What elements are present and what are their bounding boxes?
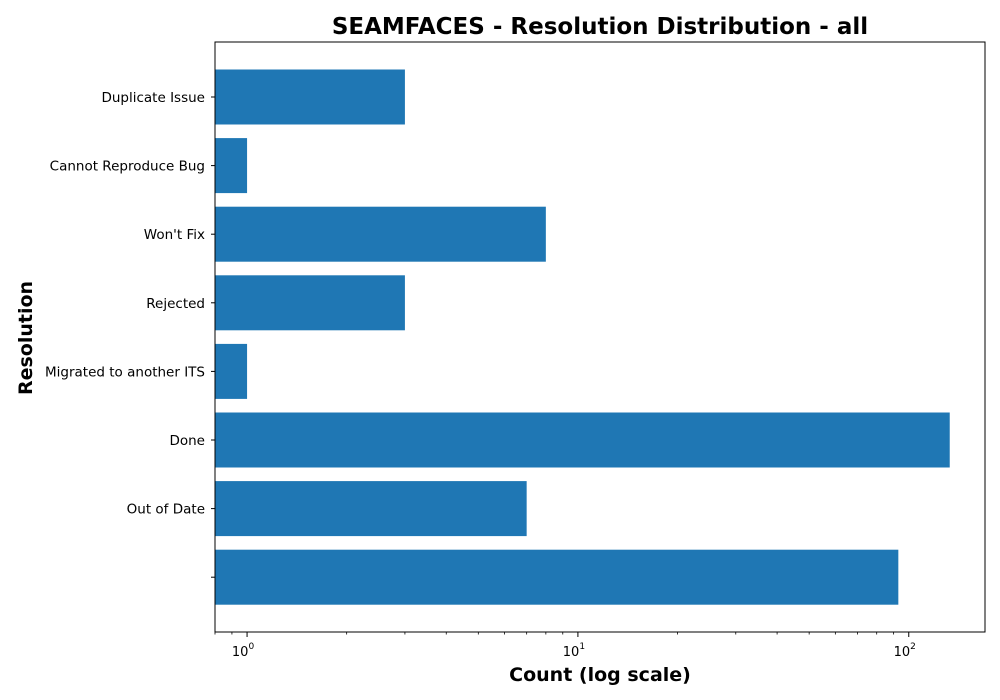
category-label-2: Won't Fix	[144, 227, 205, 243]
bar-5	[215, 412, 950, 468]
bar-1	[215, 138, 248, 194]
x-tick-label-2: 102	[894, 642, 916, 660]
y-axis-label: Resolution	[15, 281, 37, 395]
category-label-5: Done	[169, 433, 205, 449]
category-label-1: Cannot Reproduce Bug	[50, 159, 205, 175]
plot-frame	[214, 41, 986, 633]
bar-0	[215, 69, 405, 125]
category-label-3: Rejected	[146, 296, 205, 312]
bar-3	[215, 275, 405, 331]
category-label-0: Duplicate Issue	[101, 90, 205, 106]
x-tick-label-1: 101	[563, 642, 585, 660]
category-labels-group: Duplicate Issue Cannot Reproduce Bug Won't…	[45, 90, 215, 578]
category-label-6: Out of Date	[127, 502, 205, 518]
bar-2	[215, 206, 546, 262]
x-ticks-group: 100 101 102	[214, 632, 916, 660]
bars-group	[215, 69, 950, 605]
chart-title: SEAMFACES - Resolution Distribution - al…	[332, 14, 868, 40]
x-axis-label: Count (log scale)	[509, 664, 691, 686]
x-tick-label-0: 100	[232, 642, 255, 660]
bar-4	[215, 343, 248, 399]
category-label-4: Migrated to another ITS	[45, 364, 205, 380]
bar-7	[215, 549, 899, 605]
bar-6	[215, 481, 527, 537]
